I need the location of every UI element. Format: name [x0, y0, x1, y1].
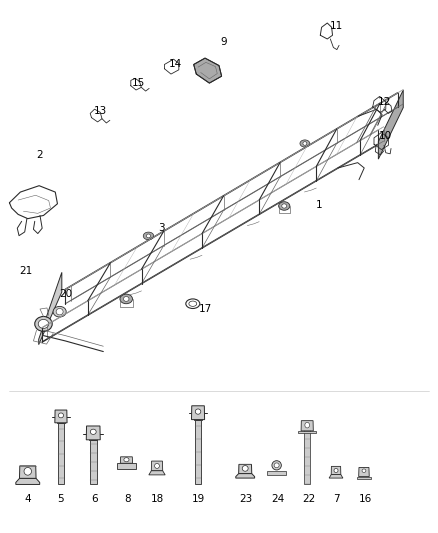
- Text: 3: 3: [158, 223, 165, 233]
- Text: 2: 2: [36, 150, 42, 160]
- Polygon shape: [189, 414, 207, 419]
- Ellipse shape: [90, 429, 96, 434]
- Polygon shape: [117, 463, 136, 469]
- Polygon shape: [331, 466, 341, 474]
- Ellipse shape: [362, 469, 366, 472]
- Ellipse shape: [155, 463, 159, 469]
- Text: 16: 16: [359, 494, 372, 504]
- Ellipse shape: [300, 140, 310, 147]
- Polygon shape: [55, 410, 67, 423]
- Polygon shape: [236, 474, 254, 478]
- Ellipse shape: [189, 301, 197, 306]
- Polygon shape: [304, 421, 310, 484]
- Ellipse shape: [58, 413, 64, 418]
- Polygon shape: [86, 426, 100, 440]
- Text: 7: 7: [334, 494, 340, 504]
- Polygon shape: [357, 477, 371, 479]
- Polygon shape: [359, 467, 369, 477]
- Polygon shape: [191, 406, 205, 419]
- Ellipse shape: [35, 317, 52, 332]
- Text: 18: 18: [151, 494, 165, 504]
- Text: 24: 24: [271, 494, 285, 504]
- Text: 11: 11: [330, 21, 343, 31]
- Text: 9: 9: [220, 37, 227, 47]
- Text: 23: 23: [240, 494, 253, 504]
- Ellipse shape: [272, 461, 281, 470]
- Text: 10: 10: [379, 131, 392, 141]
- Ellipse shape: [24, 467, 32, 475]
- Text: 4: 4: [25, 494, 31, 504]
- Polygon shape: [378, 90, 403, 159]
- Ellipse shape: [274, 463, 279, 468]
- Polygon shape: [239, 464, 252, 474]
- Text: 14: 14: [169, 60, 182, 69]
- Polygon shape: [58, 423, 64, 484]
- Ellipse shape: [242, 466, 248, 471]
- Ellipse shape: [38, 319, 49, 328]
- Ellipse shape: [124, 296, 129, 301]
- Ellipse shape: [53, 306, 66, 317]
- Polygon shape: [194, 58, 222, 83]
- Text: 13: 13: [94, 106, 107, 116]
- Polygon shape: [16, 479, 40, 484]
- Polygon shape: [301, 421, 313, 431]
- Ellipse shape: [143, 232, 154, 240]
- Text: 21: 21: [19, 266, 33, 276]
- Text: 20: 20: [60, 289, 73, 299]
- Ellipse shape: [282, 204, 287, 208]
- Polygon shape: [149, 471, 165, 475]
- Polygon shape: [120, 457, 133, 463]
- Text: 8: 8: [124, 494, 131, 504]
- Text: 17: 17: [198, 304, 212, 314]
- Polygon shape: [195, 419, 201, 484]
- Ellipse shape: [146, 234, 151, 238]
- Polygon shape: [84, 433, 103, 440]
- Polygon shape: [39, 272, 62, 345]
- Ellipse shape: [120, 294, 133, 304]
- Ellipse shape: [305, 422, 310, 428]
- Text: 19: 19: [191, 494, 205, 504]
- Ellipse shape: [279, 201, 290, 210]
- Text: 5: 5: [58, 494, 64, 504]
- Ellipse shape: [56, 309, 63, 315]
- Ellipse shape: [124, 458, 129, 462]
- Ellipse shape: [334, 469, 338, 473]
- Text: 22: 22: [302, 494, 315, 504]
- Ellipse shape: [195, 409, 201, 414]
- Polygon shape: [151, 461, 162, 471]
- Text: 15: 15: [131, 78, 145, 88]
- Text: 1: 1: [316, 200, 323, 210]
- Polygon shape: [298, 431, 316, 433]
- Text: 6: 6: [91, 494, 98, 504]
- Polygon shape: [19, 466, 36, 479]
- Polygon shape: [90, 440, 97, 484]
- Polygon shape: [53, 417, 70, 423]
- Ellipse shape: [303, 142, 307, 146]
- Polygon shape: [267, 471, 286, 475]
- Polygon shape: [329, 474, 343, 478]
- Text: 12: 12: [378, 96, 392, 107]
- Ellipse shape: [186, 299, 200, 309]
